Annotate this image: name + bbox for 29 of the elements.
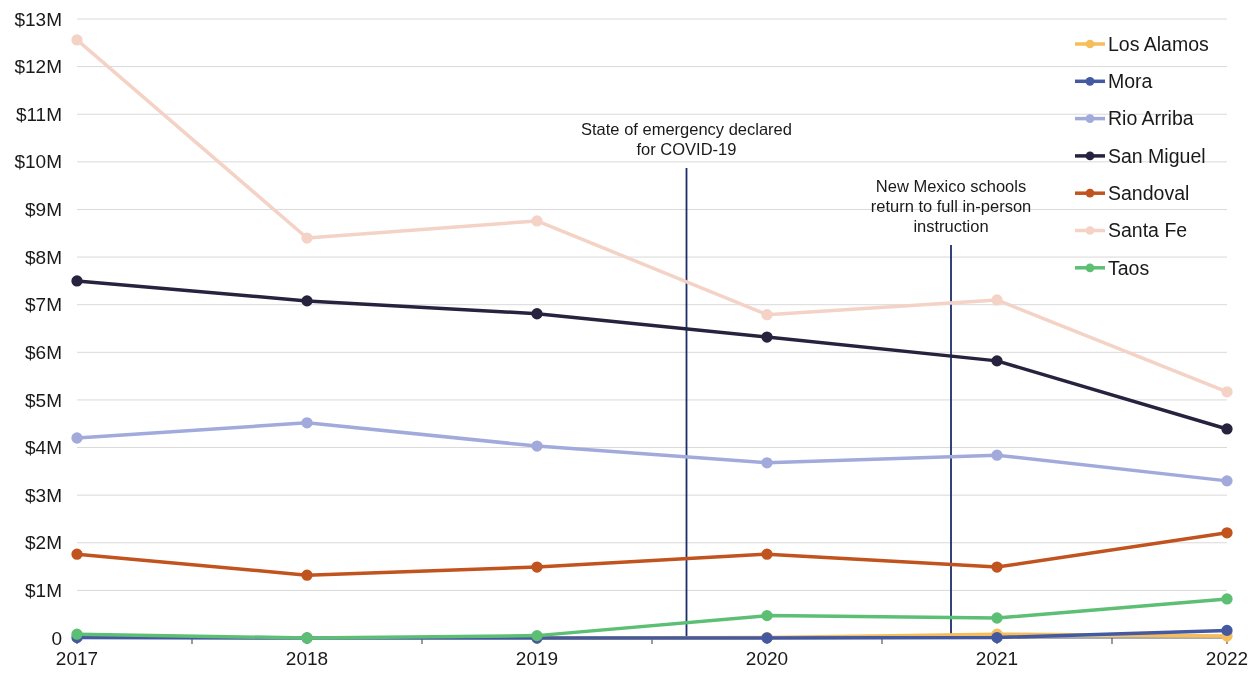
y-tick-label: $2M [25,532,62,554]
legend-label: Mora [1108,70,1153,93]
x-tick-label: 2021 [975,648,1019,669]
y-tick-label: $9M [25,199,62,221]
legend-label: Santa Fe [1108,219,1188,242]
y-tick-label: $4M [25,437,62,459]
ref-line-label: New Mexico schools return to full in-person instruction [870,177,1032,235]
y-tick-label: $5M [25,389,62,411]
y-tick-label: $3M [25,484,62,506]
y-tick-label: 0 [51,627,62,649]
y-tick-label: $11M [15,103,62,125]
y-tick-label: $13M [14,8,62,30]
y-tick-label: $12M [14,56,62,78]
legend-label: Taos [1108,256,1150,279]
x-tick-label: 2020 [745,648,789,669]
y-tick-label: $7M [25,294,62,316]
y-tick-label: $8M [25,246,62,268]
x-tick-label: 2022 [1205,648,1249,669]
x-tick-label: 2018 [285,648,329,669]
legend-label: Rio Arriba [1108,107,1194,130]
y-tick-label: $10M [14,151,62,173]
legend-label: San Miguel [1108,144,1206,167]
x-tick-label: 2017 [55,648,99,669]
legend-label: Los Alamos [1108,32,1210,55]
y-tick-label: $6M [25,341,62,363]
legend-label: Sandoval [1108,182,1190,205]
x-tick-label: 2019 [515,648,559,669]
y-tick-label: $1M [25,580,62,602]
ref-line-label: State of emergency declared for COVID-19 [581,120,792,158]
